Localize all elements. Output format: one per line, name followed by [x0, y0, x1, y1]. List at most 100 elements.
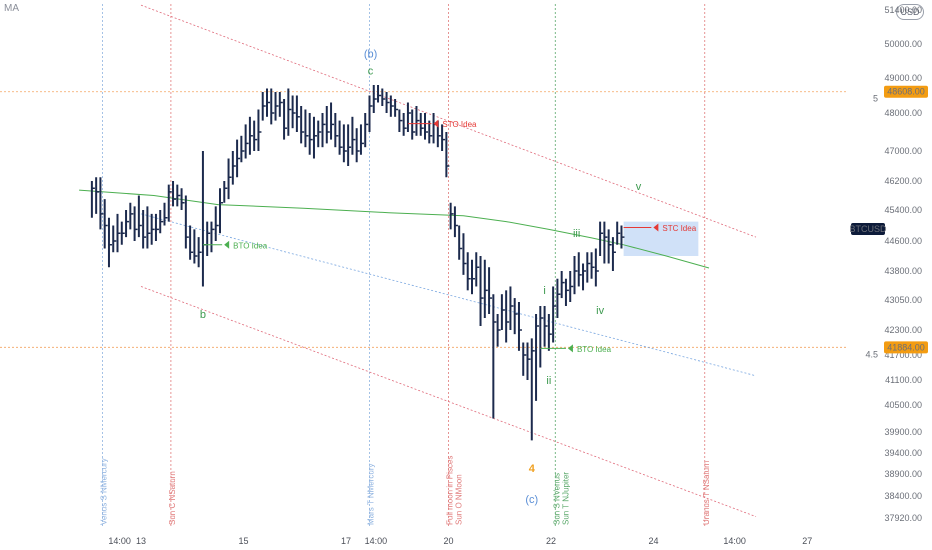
y-tick-label: 49000.00 — [884, 73, 922, 83]
ohlc-bar — [321, 113, 326, 148]
ohlc-bar — [496, 314, 501, 347]
ohlc-bar — [586, 252, 591, 283]
trade-annotations: BTO Idea STO Idea BTO Idea STC Idea — [202, 119, 697, 354]
ohlc-bar — [411, 109, 416, 140]
ohlc-bar — [462, 233, 467, 275]
y-tick-label: 41700.00 — [884, 350, 922, 360]
ohlc-bar — [270, 88, 275, 125]
annotation-arrow — [653, 223, 659, 232]
ohlc-bar — [582, 263, 587, 291]
y-tick-label: 44600.00 — [884, 236, 922, 246]
ohlc-bar — [573, 256, 578, 295]
ohlc-bar — [240, 135, 245, 163]
ohlc-bar — [364, 113, 369, 148]
y-tick-label: 38900.00 — [884, 469, 922, 479]
ohlc-bar — [385, 92, 390, 113]
y-tick-label: 47000.00 — [884, 146, 922, 156]
ohlc-bar — [184, 195, 189, 249]
ohlc-bar — [274, 92, 279, 121]
ohlc-bar — [603, 221, 608, 264]
ohlc-bar — [483, 259, 488, 318]
annotation-label: STO Idea — [442, 120, 477, 129]
ohlc-bar — [535, 314, 540, 401]
price-axis: 51400.00 50000.00 49000.00 48000.00 47000.00… — [849, 5, 928, 523]
ohlc-bar — [611, 237, 616, 271]
ohlc-bar — [176, 184, 181, 207]
event-label: Mars T NMercury — [366, 464, 375, 526]
ohlc-bar — [219, 188, 224, 234]
y-tick-label: 42300.00 — [884, 325, 922, 335]
y-tick-label: 41100.00 — [885, 375, 922, 385]
price-badge-label: 48608.00 — [887, 87, 925, 97]
wave-label: b — [200, 309, 206, 321]
annotation-arrow — [433, 119, 439, 128]
ohlc-bar — [236, 139, 241, 178]
ohlc-bar — [295, 95, 300, 132]
event-label: Sun S NVenus — [552, 473, 561, 525]
ohlc-bar — [201, 151, 206, 287]
ohlc-bar — [488, 267, 493, 314]
ohlc-bar — [338, 120, 343, 155]
y-tick-label: 45400.00 — [884, 205, 922, 215]
x-tick-label: 13 — [136, 536, 146, 546]
price-badge-label: 41884.00 — [887, 342, 925, 352]
ohlc-bar — [372, 85, 377, 113]
ohlc-bar — [116, 213, 121, 253]
wave-label: iii — [573, 228, 580, 240]
ohlc-bar — [389, 95, 394, 117]
ohlc-bar — [172, 181, 177, 207]
wave-label: c — [368, 66, 374, 78]
ohlc-bar — [214, 206, 219, 241]
price-badge — [884, 85, 928, 98]
ohlc-bar — [167, 184, 172, 222]
ohlc-bar — [206, 221, 211, 256]
ohlc-bar — [394, 99, 399, 117]
currency-selector[interactable]: USD — [896, 4, 924, 20]
indicator-label: MA — [4, 3, 19, 14]
wave-label: ii — [546, 375, 551, 387]
wave-label: (b) — [364, 49, 377, 61]
ohlc-bar — [227, 158, 232, 200]
ohlc-bar — [129, 202, 134, 230]
x-tick-label: 27 — [802, 536, 812, 546]
ohlc-bar — [261, 92, 266, 121]
ohlc-bar — [95, 177, 100, 214]
stc-idea: STC Idea — [623, 223, 697, 233]
annotation-arrow — [224, 240, 230, 249]
ohlc-bar — [317, 120, 322, 148]
ohlc-bar — [428, 120, 433, 144]
ohlc-bar — [244, 124, 249, 159]
ohlc-bar — [569, 271, 574, 302]
ohlc-bar — [163, 202, 168, 226]
middle-channel — [140, 213, 757, 377]
ohlc-bar — [458, 225, 463, 260]
ohlc-bar — [355, 128, 360, 163]
ohlc-bar — [505, 290, 510, 343]
ohlc-bar — [475, 252, 480, 287]
ohlc-bar — [265, 88, 270, 117]
x-tick-label: 22 — [546, 536, 556, 546]
ma-line — [79, 189, 710, 269]
ohlc-bar — [253, 120, 258, 151]
wave-label: (c) — [525, 494, 538, 506]
price-marker-lines: 54.5 — [0, 91, 878, 359]
ohlc-bar — [278, 92, 283, 117]
ohlc-bar — [142, 210, 147, 249]
ohlc-bar — [103, 199, 108, 249]
symbol-badge-label: BTCUSD — [849, 224, 887, 234]
ohlc-bar — [381, 88, 386, 106]
ohlc-bar — [424, 113, 429, 140]
ohlc-bar — [112, 225, 117, 253]
ohlc-bar — [125, 210, 130, 238]
x-tick-label: 15 — [238, 536, 248, 546]
wave-label: 4 — [529, 463, 536, 475]
y-tick-label: 37920.00 — [884, 513, 922, 523]
ohlc-bar — [325, 106, 330, 144]
lower-channel — [140, 286, 757, 517]
wave-label: i — [543, 285, 545, 297]
y-tick-label: 38400.00 — [884, 491, 922, 501]
ohlc-bar — [432, 113, 437, 144]
ohlc-bar — [543, 306, 548, 347]
ohlc-bar — [197, 237, 202, 268]
